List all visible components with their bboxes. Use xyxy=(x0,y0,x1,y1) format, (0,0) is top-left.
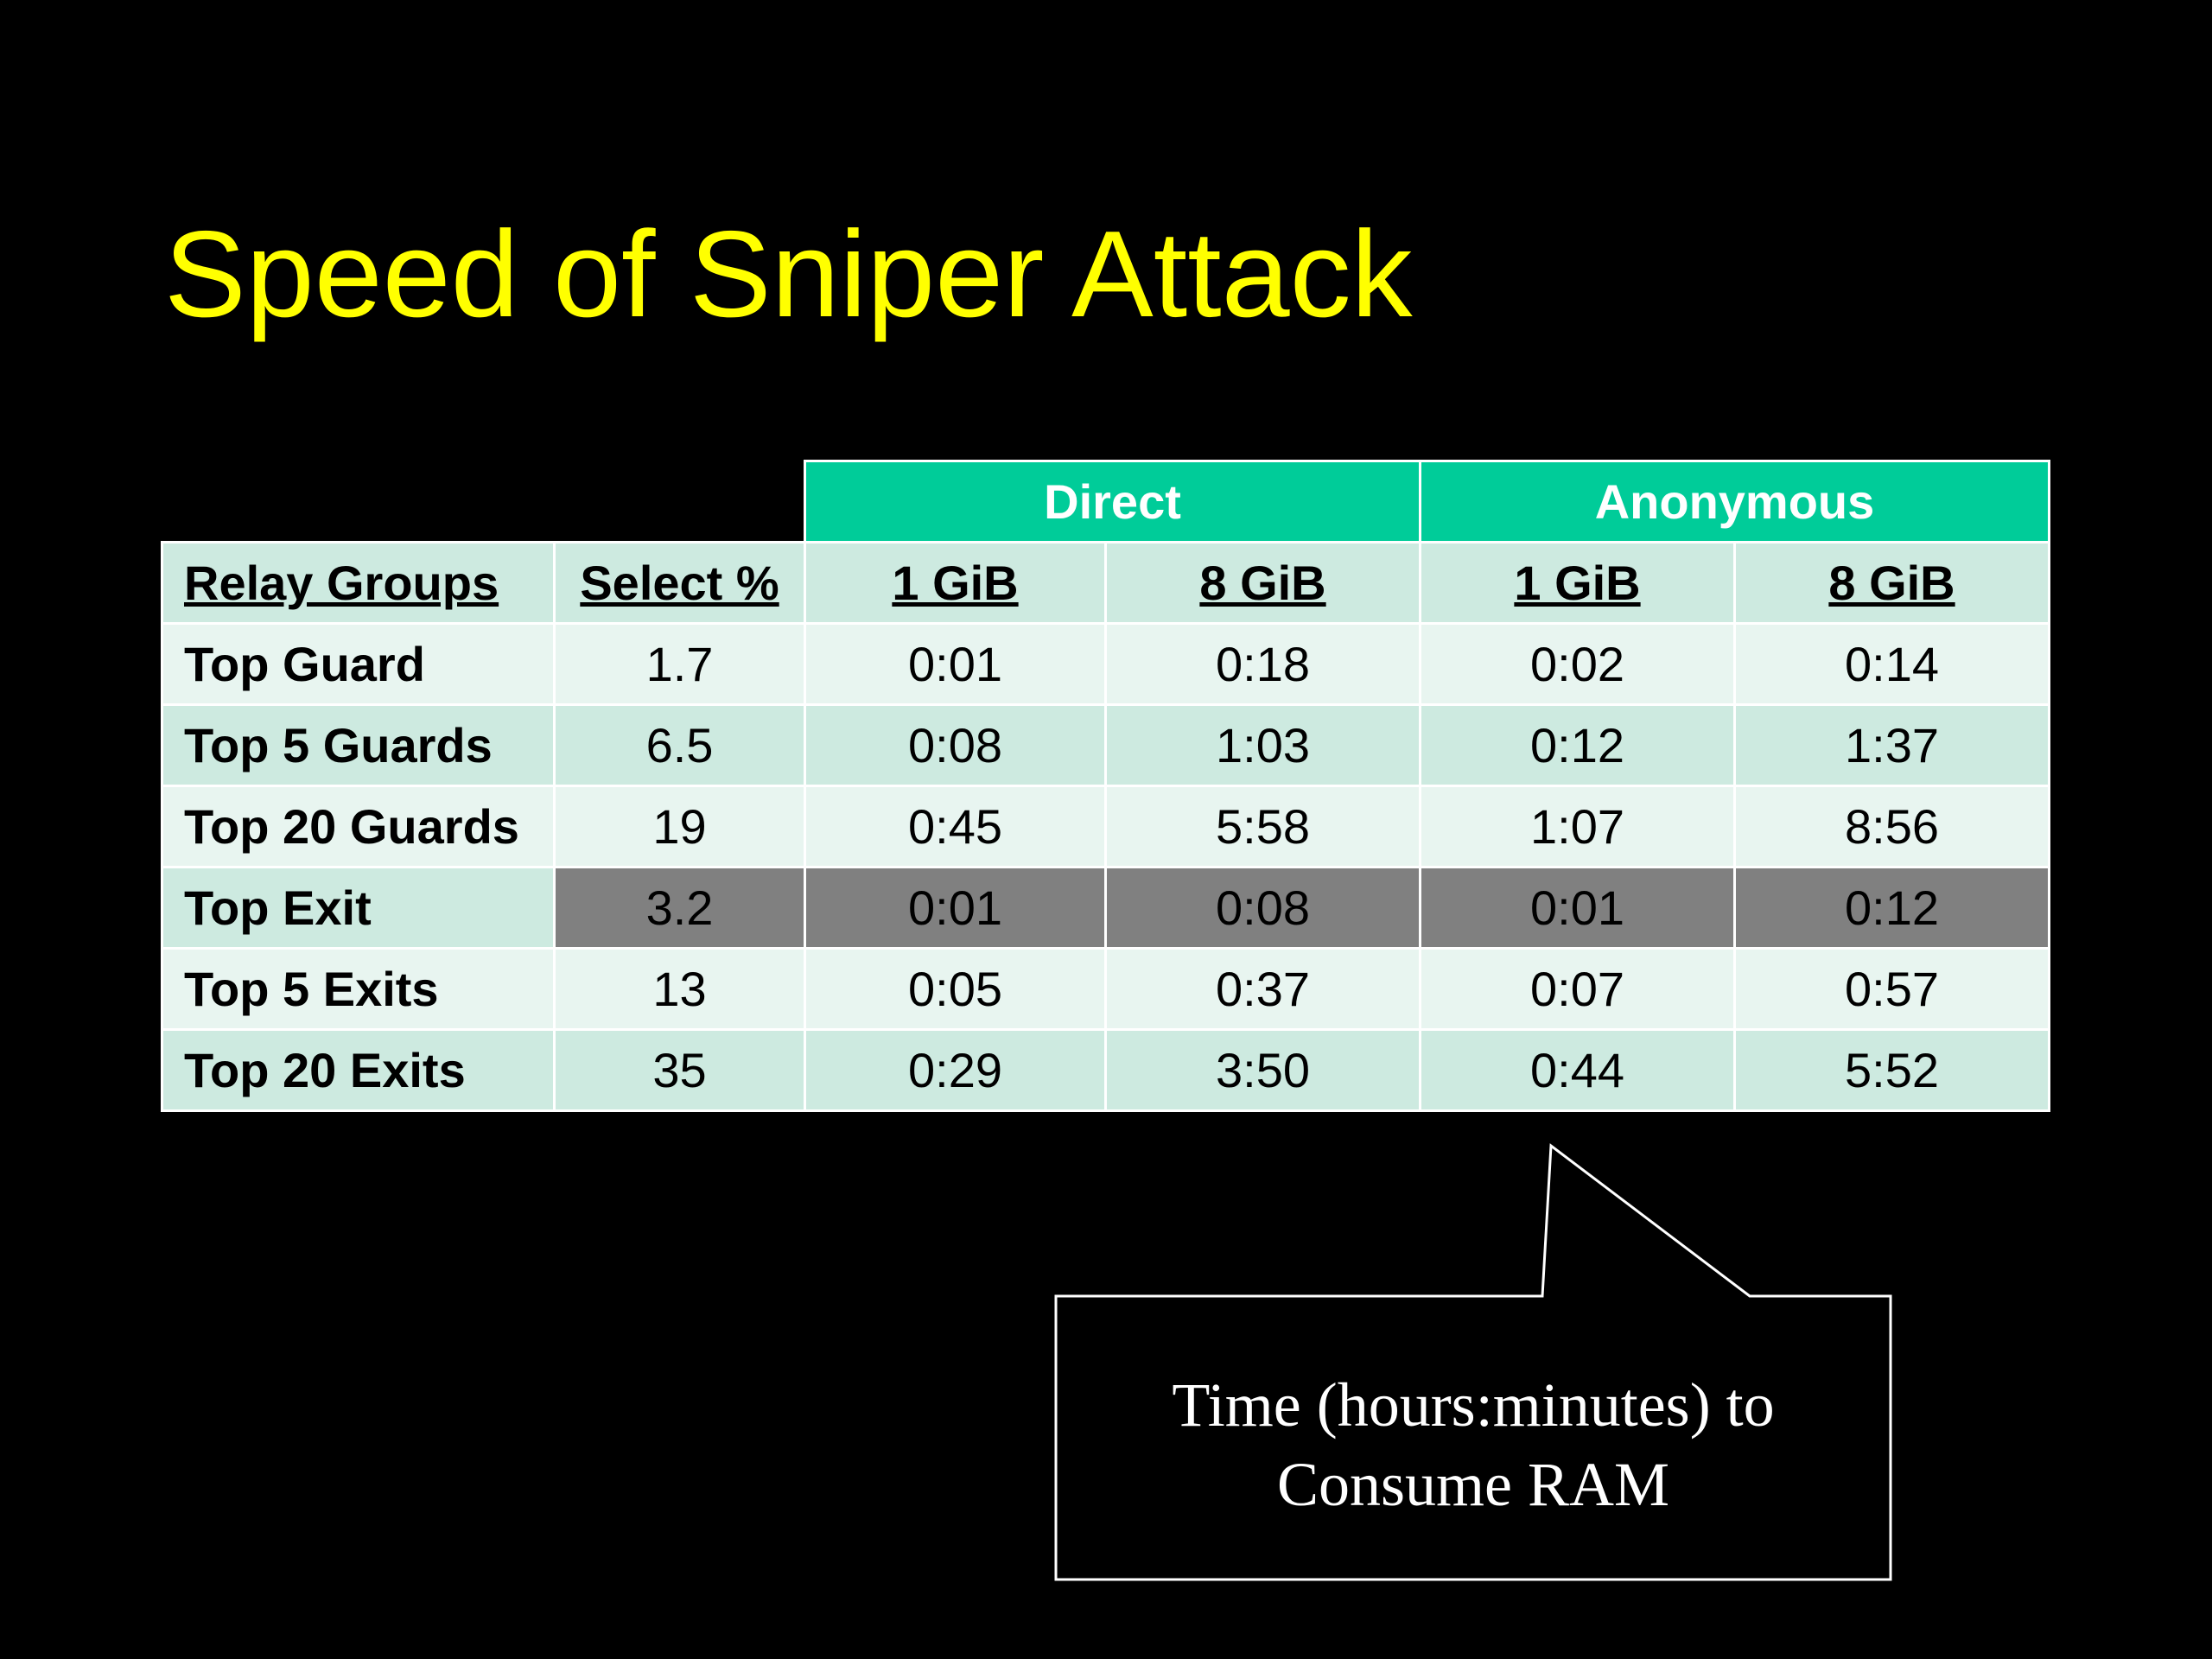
select-percent-cell: 3.2 xyxy=(553,866,806,950)
group-header-direct: Direct xyxy=(804,460,1421,543)
anon-8gib-cell: 1:37 xyxy=(1733,703,2050,787)
blank-corner-cell xyxy=(161,460,806,543)
anon-1gib-cell: 0:02 xyxy=(1419,622,1736,706)
row-label: Top 5 Exits xyxy=(161,947,556,1031)
direct-8gib-cell: 0:37 xyxy=(1104,947,1421,1031)
attack-speed-table: Direct Anonymous Relay Groups Select % 1… xyxy=(161,460,2050,1112)
anon-1gib-cell: 0:07 xyxy=(1419,947,1736,1031)
column-header-relay-groups: Relay Groups xyxy=(161,541,556,625)
anon-1gib-cell: 1:07 xyxy=(1419,785,1736,868)
column-header-direct-8gib: 8 GiB xyxy=(1104,541,1421,625)
select-percent-cell: 6.5 xyxy=(553,703,806,787)
anon-8gib-cell: 5:52 xyxy=(1733,1028,2050,1112)
anon-1gib-cell: 0:12 xyxy=(1419,703,1736,787)
group-header-anonymous: Anonymous xyxy=(1419,460,2050,543)
anon-8gib-cell: 8:56 xyxy=(1733,785,2050,868)
anon-1gib-cell: 0:44 xyxy=(1419,1028,1736,1112)
direct-8gib-cell: 5:58 xyxy=(1104,785,1421,868)
table-row-highlighted: Top Exit 3.2 0:01 0:08 0:01 0:12 xyxy=(161,866,2050,950)
direct-8gib-cell: 0:08 xyxy=(1104,866,1421,950)
callout-line-2: Consume RAM xyxy=(1276,1450,1670,1519)
row-label: Top Guard xyxy=(161,622,556,706)
slide-title: Speed of Sniper Attack xyxy=(164,206,1413,343)
column-header-row: Relay Groups Select % 1 GiB 8 GiB 1 GiB … xyxy=(161,541,2050,625)
row-label: Top Exit xyxy=(161,866,556,950)
select-percent-cell: 19 xyxy=(553,785,806,868)
row-label: Top 5 Guards xyxy=(161,703,556,787)
direct-8gib-cell: 3:50 xyxy=(1104,1028,1421,1112)
row-label: Top 20 Exits xyxy=(161,1028,556,1112)
direct-8gib-cell: 0:18 xyxy=(1104,622,1421,706)
direct-1gib-cell: 0:05 xyxy=(804,947,1107,1031)
direct-1gib-cell: 0:01 xyxy=(804,622,1107,706)
anon-8gib-cell: 0:57 xyxy=(1733,947,2050,1031)
direct-1gib-cell: 0:29 xyxy=(804,1028,1107,1112)
table-row: Top 20 Guards 19 0:45 5:58 1:07 8:56 xyxy=(161,785,2050,868)
column-header-select-percent: Select % xyxy=(553,541,806,625)
column-header-direct-1gib: 1 GiB xyxy=(804,541,1107,625)
select-percent-cell: 1.7 xyxy=(553,622,806,706)
table-row: Top 5 Guards 6.5 0:08 1:03 0:12 1:37 xyxy=(161,703,2050,787)
row-label: Top 20 Guards xyxy=(161,785,556,868)
direct-8gib-cell: 1:03 xyxy=(1104,703,1421,787)
callout-text: Time (hours:minutes) to Consume RAM xyxy=(1056,1365,1891,1524)
callout-line-1: Time (hours:minutes) to xyxy=(1172,1370,1775,1440)
column-header-anon-1gib: 1 GiB xyxy=(1419,541,1736,625)
group-header-row: Direct Anonymous xyxy=(161,460,2050,543)
anon-8gib-cell: 0:14 xyxy=(1733,622,2050,706)
table-row: Top Guard 1.7 0:01 0:18 0:02 0:14 xyxy=(161,622,2050,706)
table-row: Top 5 Exits 13 0:05 0:37 0:07 0:57 xyxy=(161,947,2050,1031)
select-percent-cell: 35 xyxy=(553,1028,806,1112)
anon-1gib-cell: 0:01 xyxy=(1419,866,1736,950)
direct-1gib-cell: 0:45 xyxy=(804,785,1107,868)
column-header-anon-8gib: 8 GiB xyxy=(1733,541,2050,625)
select-percent-cell: 13 xyxy=(553,947,806,1031)
direct-1gib-cell: 0:08 xyxy=(804,703,1107,787)
direct-1gib-cell: 0:01 xyxy=(804,866,1107,950)
anon-8gib-cell: 0:12 xyxy=(1733,866,2050,950)
table-row: Top 20 Exits 35 0:29 3:50 0:44 5:52 xyxy=(161,1028,2050,1112)
